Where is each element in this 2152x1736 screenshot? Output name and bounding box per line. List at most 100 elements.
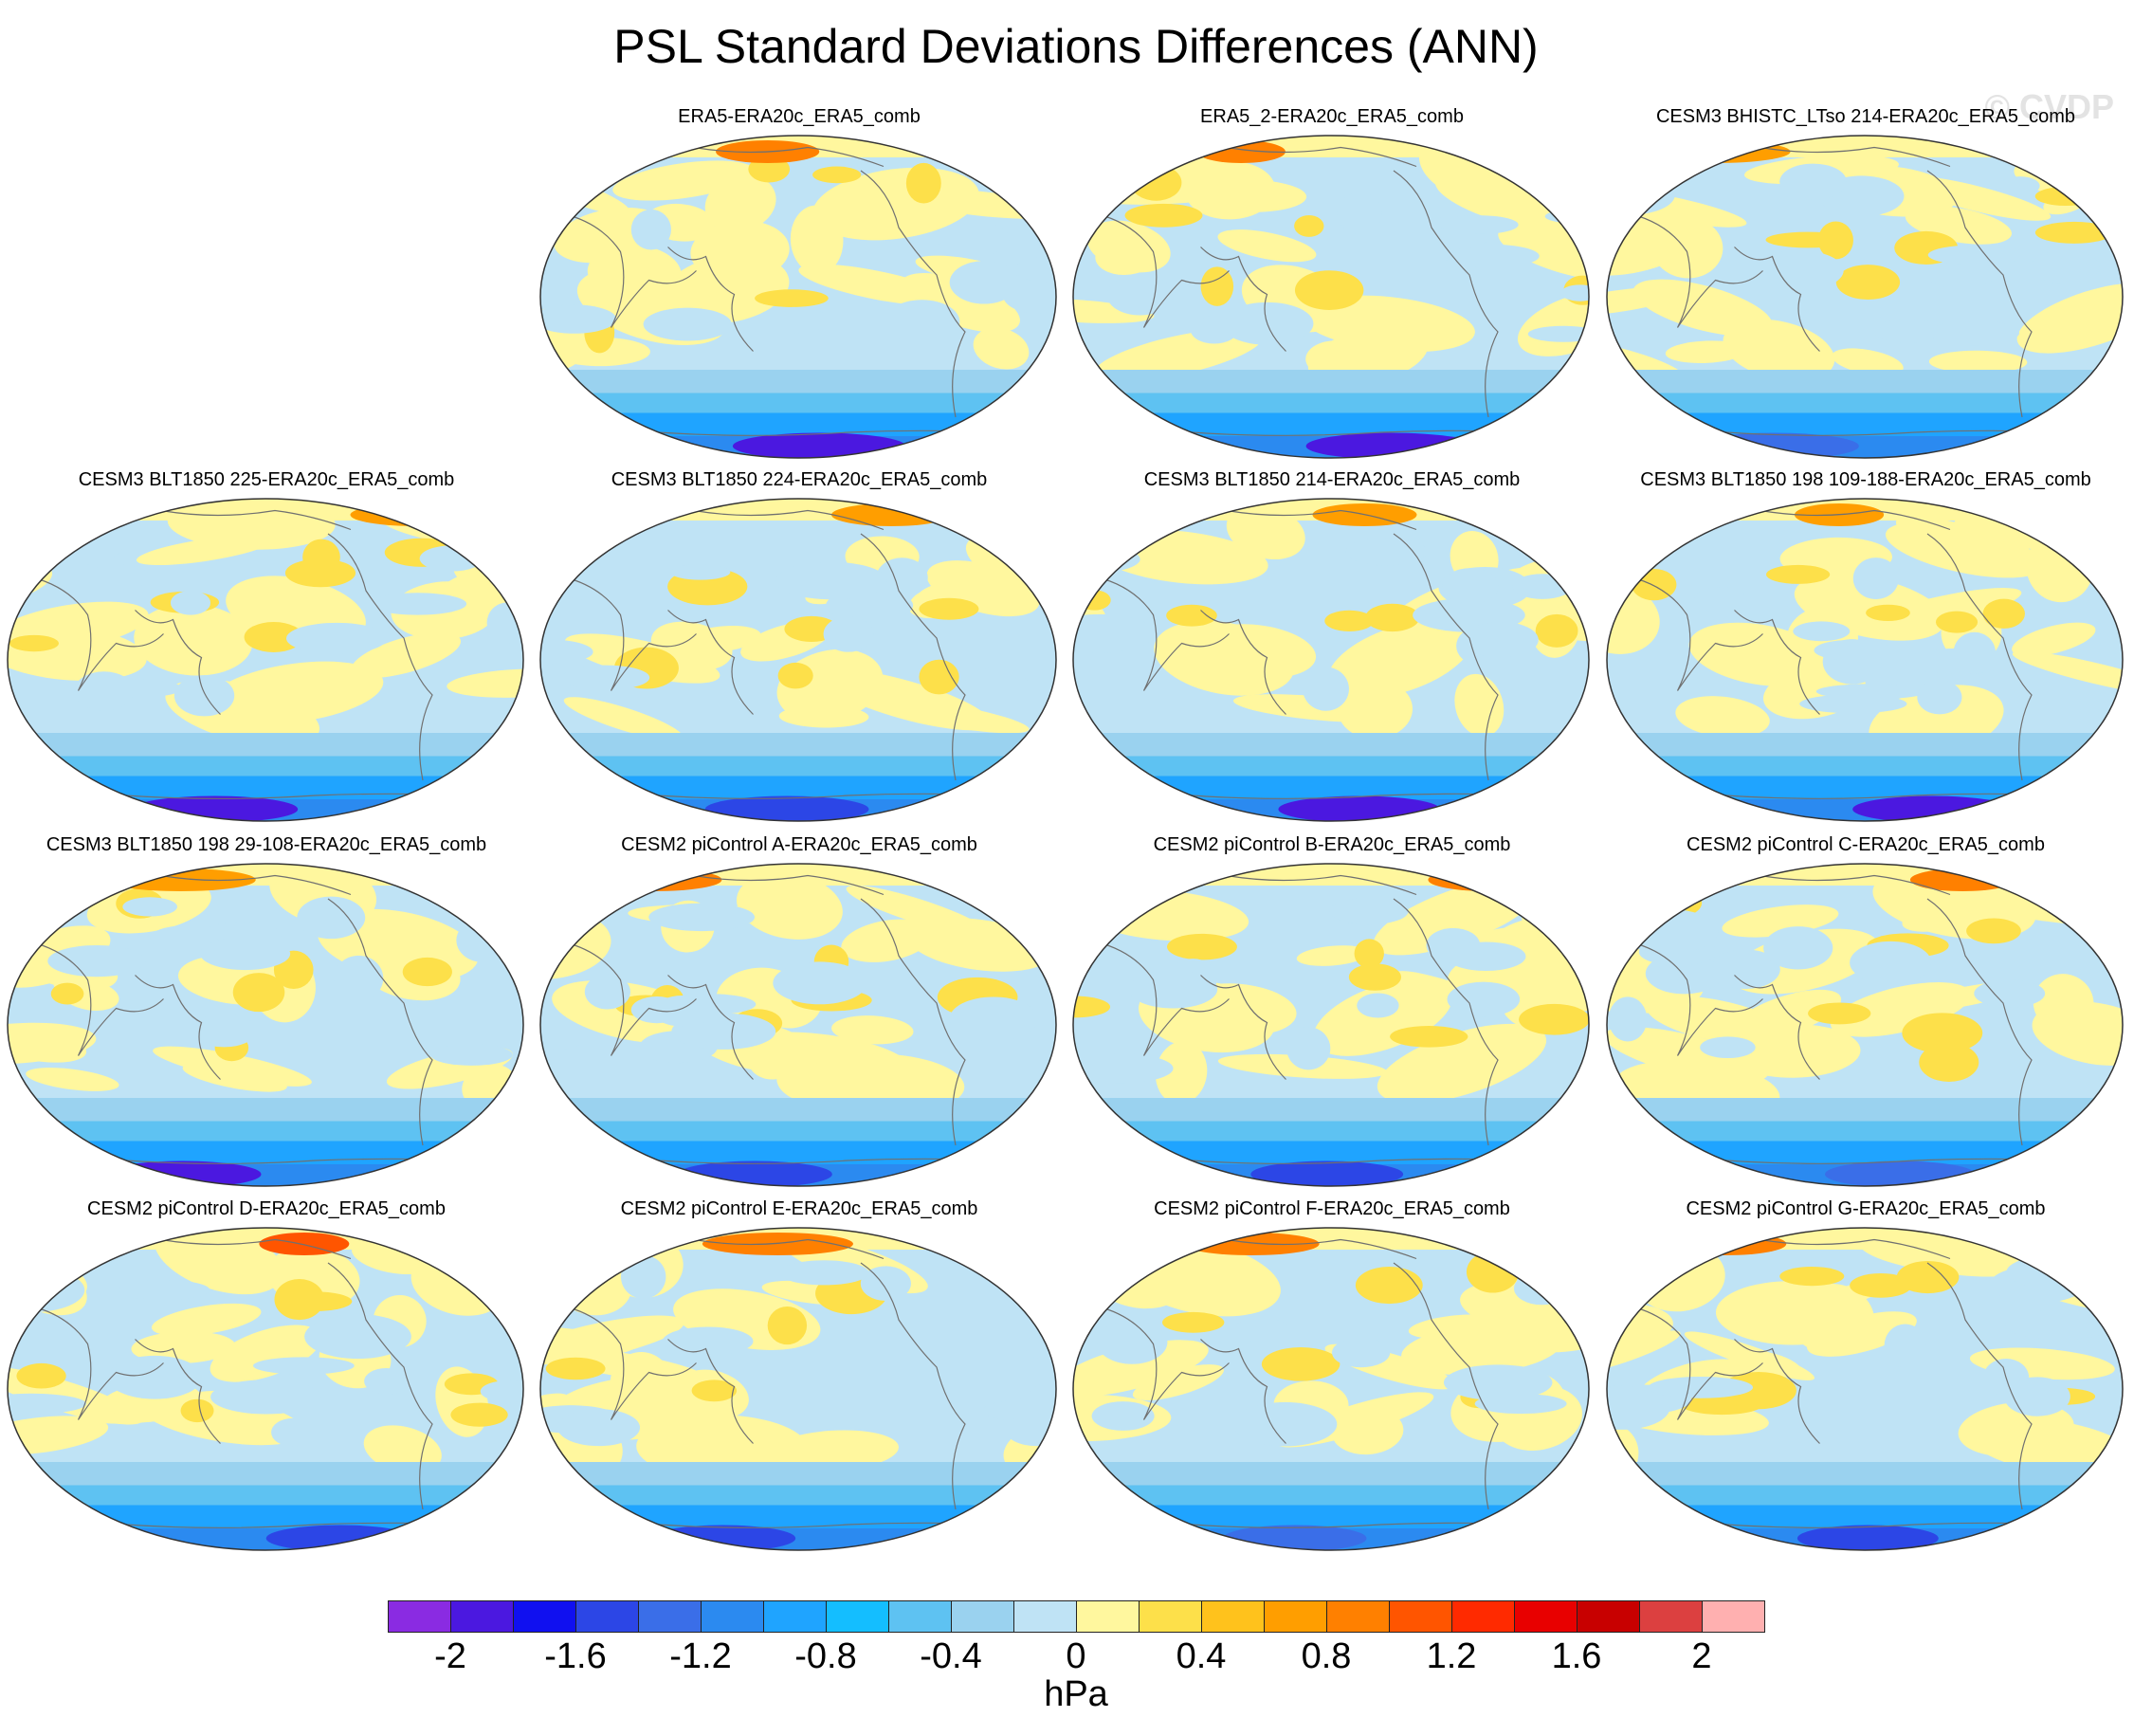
anomaly-region [364,1367,409,1395]
anomaly-region [1513,1271,1570,1306]
map-outline [539,135,1057,459]
coastline [1926,898,2033,1146]
panel-title: CESM2 piControl A-ERA20c_ERA5_comb [621,834,977,855]
anomaly-region [800,685,865,709]
anomaly-region [1884,1324,1926,1368]
southern-min [1278,795,1440,821]
map-outline [1606,1227,2124,1551]
anomaly-region [1345,538,1428,566]
coastline [1760,509,1951,531]
anomaly-region [122,897,177,917]
coastline [327,1262,433,1510]
anomaly-region [244,622,303,652]
anomaly-region [1799,694,1907,714]
anomaly-region [368,593,467,615]
anomaly-region [630,209,671,250]
coastline [1226,1238,1417,1260]
anomaly-region [1466,1251,1520,1293]
southern-min [1796,1525,1939,1550]
panel-title: CESM2 piControl F-ERA20c_ERA5_comb [1154,1198,1510,1219]
anomaly-region [777,662,813,689]
anomaly-region [1348,963,1401,991]
coastline [563,1305,697,1420]
coastline [1393,533,1499,781]
map-panel: CESM2 piControl A-ERA20c_ERA5_comb [533,834,1066,1199]
anomaly-region [545,1357,606,1380]
anomaly-region [1607,584,1660,654]
anomaly-region [1519,1003,1589,1035]
arctic-band [540,499,1056,521]
panel-title: CESM2 piControl B-ERA20c_ERA5_comb [1153,834,1511,855]
anomaly-region [905,162,941,204]
anomaly-region [1329,897,1409,925]
anomaly-region [150,925,218,952]
anomaly-region [1905,648,2013,675]
anomaly-region [419,545,483,572]
colorbar-cell [388,1600,451,1633]
anomaly-region [1128,970,1218,1009]
robinson-map [539,863,1057,1187]
anomaly-region [74,671,135,711]
coastline [667,975,754,1080]
colorbar-tick-label: -0.8 [794,1636,857,1676]
coastline [160,509,352,531]
colorbar [388,1600,1765,1635]
map-outline [539,863,1057,1187]
anomaly-region [1078,590,1111,611]
colorbar-cell [1451,1600,1515,1633]
anomaly-region [1866,604,1910,622]
colorbar-cell [1639,1600,1703,1633]
anomaly-region [1618,908,1719,954]
anomaly-region [1296,945,1369,966]
anomaly-region [767,1306,808,1345]
anomaly-region [2080,547,2123,571]
anomaly-region [1675,696,1770,738]
coastline [693,1238,885,1260]
anomaly-region [1438,215,1519,234]
map-outline [7,498,524,822]
anomaly-region [540,209,565,230]
anomaly-region [561,665,650,690]
anomaly-region [491,898,523,947]
anomaly-region [119,1280,210,1301]
anomaly-region [180,1398,214,1423]
anomaly-region [1793,621,1851,642]
coastline [1630,1305,1763,1420]
anomaly-region [351,632,462,678]
anomaly-region [1966,918,2021,944]
coastline [1760,874,1951,896]
anomaly-region [790,205,844,275]
coastline [1200,1339,1286,1444]
map-panel: CESM2 piControl F-ERA20c_ERA5_comb [1066,1198,1598,1563]
coastline [1200,975,1286,1080]
coastline [860,170,966,418]
anomaly-region [153,1046,312,1087]
southern-band [8,1528,523,1550]
coastline [1393,170,1499,418]
colorbar-tick-label: -1.6 [544,1636,607,1676]
map-outline [539,1227,1057,1551]
anomaly-region [991,513,1049,542]
anomaly-region [1286,1027,1331,1070]
southern-min [1250,1160,1404,1186]
colorbar-cell [1389,1600,1452,1633]
anomaly-region [798,264,953,306]
arctic-band [1073,864,1589,886]
anomaly-region [1073,905,1122,933]
anomaly-region [1294,214,1324,237]
anomaly-region [1731,989,1842,1041]
anomaly-region [1763,926,1833,970]
robinson-map [1072,498,1590,822]
robinson-map [1072,863,1590,1187]
anomaly-region [540,638,593,666]
coastline [327,533,433,781]
anomaly-region [1765,231,1851,248]
anomaly-region [1332,1337,1391,1368]
anomaly-region [2034,221,2113,244]
anomaly-region [173,675,235,717]
anomaly-region [540,170,579,193]
arctic-band [1607,136,2123,157]
anomaly-region [1902,1013,1983,1053]
anomaly-region [1789,1283,1875,1355]
panel-title: CESM2 piControl D-ERA20c_ERA5_comb [87,1198,446,1219]
